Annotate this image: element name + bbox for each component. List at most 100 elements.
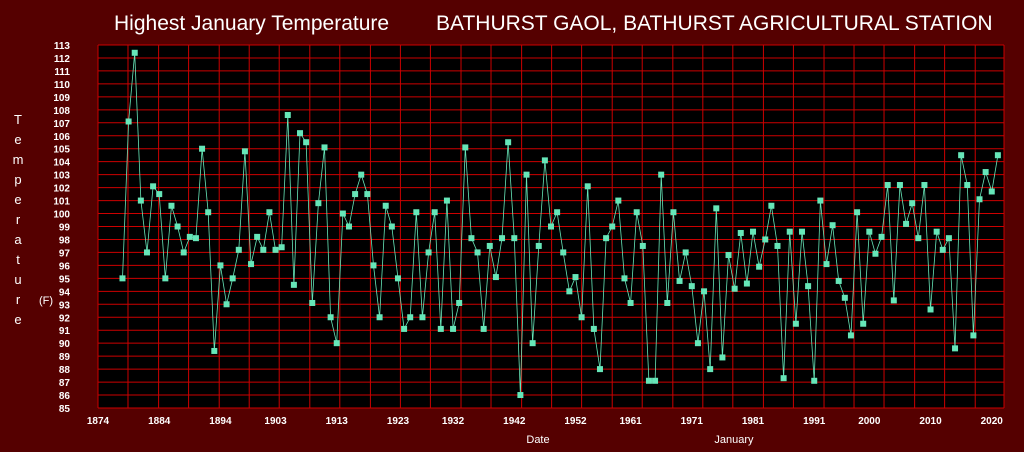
data-point [376,314,383,321]
data-point [652,377,659,384]
data-point [370,262,377,269]
y-axis-label-char: t [16,252,20,267]
y-tick-label: 98 [59,235,71,246]
data-point [939,246,946,253]
x-tick-label: 1961 [619,416,642,427]
data-point [468,235,475,242]
y-tick-label: 96 [59,261,71,272]
data-point [425,249,432,256]
data-point [786,228,793,235]
data-point [756,263,763,270]
data-point [896,182,903,189]
data-point [162,275,169,282]
data-point [119,275,126,282]
data-point [327,314,334,321]
data-point [615,197,622,204]
y-tick-label: 101 [53,197,70,208]
data-point [909,200,916,207]
x-tick-label: 1923 [387,416,410,427]
data-point [535,242,542,249]
y-tick-label: 111 [54,67,70,78]
x-tick-label: 2010 [919,416,942,427]
data-point [719,354,726,361]
data-point [817,197,824,204]
data-point [780,375,787,382]
data-point [474,249,481,256]
data-point [229,275,236,282]
y-axis-label-char: p [14,172,21,187]
data-point [621,275,628,282]
x-tick-label: 1971 [681,416,704,427]
data-point [137,197,144,204]
data-point [694,340,701,347]
data-point [192,235,199,242]
y-tick-label: 100 [53,210,70,221]
data-point [560,249,567,256]
y-tick-label: 107 [53,119,70,130]
data-point [976,196,983,203]
data-point [205,209,212,216]
data-point [725,252,732,259]
data-point [443,197,450,204]
y-tick-label: 103 [53,171,70,182]
x-tick-label: 2020 [981,416,1004,427]
data-point [890,297,897,304]
data-point [578,314,585,321]
chart-title: Highest January Temperature [114,12,389,35]
data-point [278,244,285,251]
data-point [456,299,463,306]
data-point [284,112,291,119]
data-point [303,139,310,146]
data-point [358,171,365,178]
y-tick-label: 88 [59,365,71,376]
data-point [254,233,261,240]
data-point [737,229,744,236]
y-tick-label: 94 [59,287,71,298]
data-point [217,262,224,269]
data-points [119,49,1001,399]
data-point [670,209,677,216]
y-tick-label: 92 [59,313,71,324]
y-tick-label: 102 [53,184,70,195]
data-point [131,49,138,56]
data-point [211,347,218,354]
data-point [186,233,193,240]
data-point [584,183,591,190]
y-axis-label-char: m [13,152,24,167]
y-tick-label: 91 [59,326,71,337]
data-point [290,281,297,288]
data-point [462,144,469,151]
y-axis-label-char: a [14,232,22,247]
x-tick-label: 1874 [87,416,110,427]
chart-station: BATHURST GAOL, BATHURST AGRICULTURAL STA… [436,12,993,35]
x-axis-ticks: 1874 1884 1894 1903 1913 1923 1932 1942 1952 1961… [87,416,1003,427]
data-point [339,210,346,217]
data-point [517,392,524,399]
y-tick-label: 108 [53,106,70,117]
data-point [241,148,248,155]
y-tick-label: 97 [59,248,71,259]
data-point [609,223,616,230]
data-point [658,171,665,178]
grid [97,44,1005,409]
series-line [122,52,999,396]
data-point [492,274,499,281]
data-point [866,228,873,235]
data-point [811,377,818,384]
data-point [407,314,414,321]
y-axis-label-char: T [14,112,22,127]
y-axis-label: Temperature [13,112,24,327]
data-point [168,202,175,209]
y-tick-label: 110 [54,80,71,91]
x-tick-label: 2000 [858,416,881,427]
data-point [315,200,322,207]
x-tick-label: 1894 [209,416,232,427]
data-point [548,223,554,230]
y-tick-label: 109 [53,93,70,104]
data-point [982,169,989,176]
y-tick-label: 89 [59,352,71,363]
x-tick-label: 1981 [742,416,765,427]
data-point [835,277,842,284]
y-tick-label: 106 [53,132,70,143]
x-tick-label: 1932 [442,416,465,427]
